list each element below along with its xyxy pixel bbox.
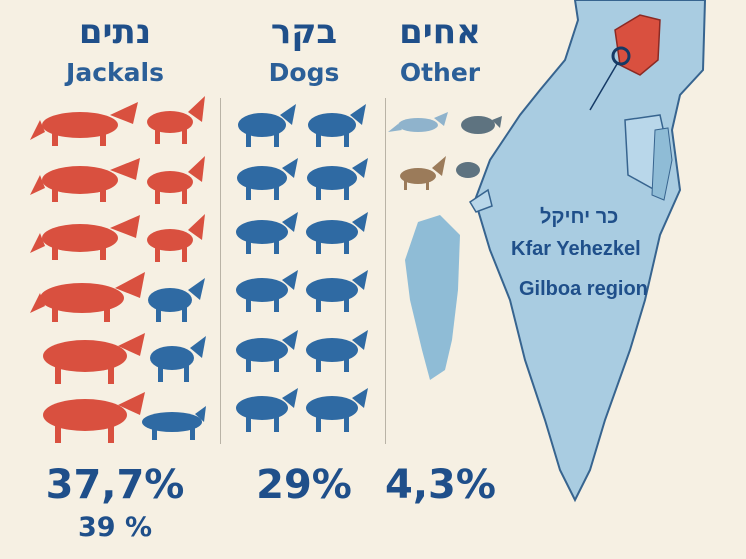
jackal-icon bbox=[43, 333, 145, 384]
jackal-icon bbox=[147, 156, 205, 204]
divider bbox=[220, 98, 221, 444]
dogs-hebrew-title: בקר bbox=[270, 12, 338, 52]
jackals-percent-secondary: 39 % bbox=[77, 512, 153, 543]
jackals-column: נתים Jackals 37,7% 39 % bbox=[20, 0, 210, 559]
dog-icons-left bbox=[142, 278, 206, 440]
jackal-icons bbox=[30, 96, 205, 443]
other-title: Other bbox=[399, 58, 481, 87]
dog-icon bbox=[148, 278, 205, 322]
dog-icon bbox=[150, 336, 206, 382]
dog-icon bbox=[306, 330, 368, 372]
jackals-percent: 37,7% bbox=[45, 462, 185, 508]
map-place-hebrew: כר יחיקל bbox=[540, 206, 619, 228]
other-hebrew-title: אחים bbox=[399, 12, 481, 52]
jackal-icon bbox=[30, 272, 145, 322]
other-column: אחים Other 4,3% bbox=[385, 0, 496, 559]
dog-icon bbox=[306, 388, 368, 432]
small-animal-icon bbox=[400, 156, 446, 190]
map-place-english: Kfar Yehezkel bbox=[511, 238, 641, 260]
other-animal-icons bbox=[388, 112, 502, 190]
dog-icons bbox=[236, 104, 368, 432]
other-percent: 4,3% bbox=[385, 462, 496, 508]
map-region-label: Gilboa region bbox=[519, 278, 648, 300]
small-animal-icon bbox=[461, 116, 502, 134]
dog-icon bbox=[307, 158, 368, 200]
jackal-icon bbox=[147, 214, 205, 262]
location-marker-icon bbox=[611, 46, 631, 66]
dog-icon bbox=[236, 330, 298, 372]
jackal-icon bbox=[30, 102, 138, 146]
dog-icon bbox=[236, 388, 298, 432]
jackals-title: Jackals bbox=[66, 58, 164, 87]
dog-icon bbox=[306, 212, 368, 254]
dogs-column: בקר Dogs 29% bbox=[230, 0, 378, 559]
dogs-title: Dogs bbox=[268, 58, 340, 87]
jackal-icon bbox=[147, 96, 205, 144]
jackal-icon bbox=[30, 215, 140, 260]
dog-icon bbox=[237, 158, 298, 200]
dog-icon bbox=[236, 270, 298, 312]
dog-icon bbox=[308, 104, 366, 147]
dog-icon bbox=[306, 270, 368, 312]
dog-icon bbox=[236, 212, 298, 254]
jackal-icon bbox=[43, 392, 145, 443]
small-animal-icon bbox=[456, 162, 480, 178]
small-animal-icon bbox=[388, 112, 448, 132]
jackals-hebrew-title: נתים bbox=[78, 12, 152, 52]
dog-icon bbox=[142, 406, 206, 440]
jackal-icon bbox=[30, 158, 140, 202]
dogs-percent: 29% bbox=[256, 462, 352, 508]
dead-sea-shape bbox=[405, 215, 460, 380]
dog-icon bbox=[238, 104, 296, 147]
divider bbox=[385, 98, 386, 444]
